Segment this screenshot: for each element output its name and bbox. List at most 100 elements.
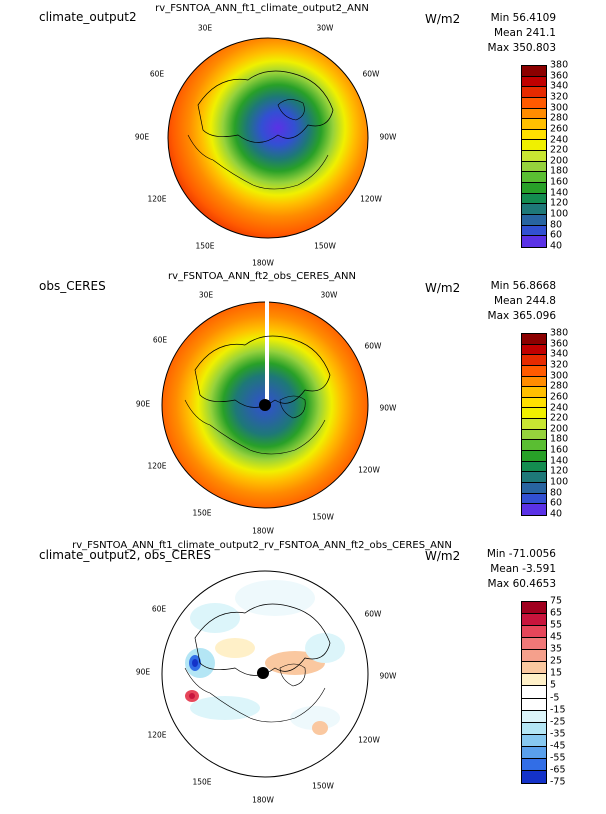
colorbar-segment xyxy=(522,770,546,783)
polar-map-2 xyxy=(161,300,369,509)
colorbar-segment xyxy=(522,397,546,409)
colorbar-label: 75 xyxy=(550,595,563,607)
colorbar-segment xyxy=(522,76,546,88)
lon-label-90W: 90W xyxy=(379,671,397,681)
lon-label-180W: 180W xyxy=(252,795,274,805)
lon-label-60W: 60W xyxy=(364,609,382,619)
colorbar-segment xyxy=(522,650,546,663)
polar-map-1 xyxy=(167,37,369,239)
panel-2-left-title: obs_CERES xyxy=(39,279,106,293)
colorbar-label: 200 xyxy=(550,423,569,435)
polar-map-3 xyxy=(161,570,369,778)
lon-label-60E: 60E xyxy=(151,604,167,614)
colorbar-segment xyxy=(522,504,546,515)
colorbar-segment xyxy=(522,225,546,237)
panel-2-min: Min 56.8668 xyxy=(490,280,556,292)
panel-3-center-title: rv_FSNTOA_ANN_ft1_climate_output2_rv_FSN… xyxy=(72,540,452,551)
panel-1-center-title: rv_FSNTOA_ANN_ft1_climate_output2_ANN xyxy=(155,3,369,14)
colorbar-label: 280 xyxy=(550,112,569,124)
colorbar-segment xyxy=(522,408,546,420)
lon-label-30E: 30E xyxy=(198,290,214,300)
lon-label-60E: 60E xyxy=(152,335,168,345)
colorbar-label: 65 xyxy=(550,607,563,619)
colorbar-segment xyxy=(522,66,546,77)
colorbar-label: 120 xyxy=(550,465,569,477)
panel-1-max: Max 350.803 xyxy=(487,42,556,54)
colorbar-label: 220 xyxy=(550,412,569,424)
lon-label-60W: 60W xyxy=(362,69,380,79)
colorbar-segment xyxy=(522,482,546,494)
colorbar-label: 140 xyxy=(550,187,569,199)
colorbar-label: 300 xyxy=(550,102,569,114)
colorbar-segment xyxy=(522,626,546,639)
colorbar-segment xyxy=(522,87,546,98)
colorbar-segment xyxy=(522,451,546,462)
panel-2-center-title: rv_FSNTOA_ANN_ft2_obs_CERES_ANN xyxy=(168,271,356,282)
colorbar-segment xyxy=(522,183,546,194)
lon-label-180W: 180W xyxy=(252,258,274,268)
colorbar-label: -5 xyxy=(550,692,560,704)
colorbar-segment xyxy=(522,461,546,473)
lon-label-90W: 90W xyxy=(379,132,397,142)
colorbar-label: 260 xyxy=(550,391,569,403)
panel-2-mean: Mean 244.8 xyxy=(493,295,556,307)
colorbar-label: 100 xyxy=(550,476,569,488)
colorbar-segment xyxy=(522,151,546,162)
lon-label-120E: 120E xyxy=(147,730,167,740)
colorbar-label: 340 xyxy=(550,348,569,360)
colorbar-segment xyxy=(522,376,546,388)
colorbar-1 xyxy=(521,65,547,248)
colorbar-label: 180 xyxy=(550,165,569,177)
colorbar-segment xyxy=(522,440,546,452)
colorbar-segment xyxy=(522,355,546,366)
colorbar-segment xyxy=(522,638,546,651)
colorbar-segment xyxy=(522,108,546,120)
colorbar-segment xyxy=(522,97,546,109)
colorbar-label: 40 xyxy=(550,240,563,252)
colorbar-label: 140 xyxy=(550,455,569,467)
colorbar-segment xyxy=(522,161,546,173)
colorbar-label: 380 xyxy=(550,59,569,71)
colorbar-segment xyxy=(522,674,546,687)
colorbar-segment xyxy=(522,140,546,152)
lon-label-30E: 30E xyxy=(197,23,213,33)
colorbar-label: 120 xyxy=(550,197,569,209)
colorbar-segment xyxy=(522,710,546,723)
colorbar-segment xyxy=(522,698,546,711)
colorbar-label: 25 xyxy=(550,655,563,667)
colorbar-label: 240 xyxy=(550,402,569,414)
colorbar-label: 45 xyxy=(550,631,563,643)
colorbar-label: 300 xyxy=(550,370,569,382)
colorbar-segment xyxy=(522,614,546,627)
colorbar-label: 280 xyxy=(550,380,569,392)
colorbar-label: 360 xyxy=(550,70,569,82)
colorbar-segment xyxy=(522,334,546,345)
lon-label-180W: 180W xyxy=(252,526,274,536)
lon-label-60W: 60W xyxy=(364,341,382,351)
colorbar-segment xyxy=(522,419,546,430)
lon-label-90E: 90E xyxy=(135,399,151,409)
panel-3-units: W/m2 xyxy=(425,549,461,563)
lon-label-60E: 60E xyxy=(149,69,165,79)
colorbar-label: 320 xyxy=(550,91,569,103)
colorbar-label: -55 xyxy=(550,752,566,764)
colorbar-segment xyxy=(522,758,546,771)
colorbar-label: 40 xyxy=(550,508,563,520)
colorbar-segment xyxy=(522,119,546,130)
colorbar-label: 60 xyxy=(550,497,563,509)
colorbar-segment xyxy=(522,236,546,247)
colorbar-label: 5 xyxy=(550,679,557,691)
lon-label-30W: 30W xyxy=(320,290,338,300)
lon-label-150W: 150W xyxy=(312,512,334,522)
colorbar-segment xyxy=(522,722,546,735)
colorbar-label: 80 xyxy=(550,487,563,499)
colorbar-segment xyxy=(522,734,546,747)
colorbar-label: -75 xyxy=(550,776,566,788)
panel-2-units: W/m2 xyxy=(425,281,461,295)
colorbar-segment xyxy=(522,662,546,675)
colorbar-segment xyxy=(522,172,546,184)
panel-3-min: Min -71.0056 xyxy=(486,548,556,560)
colorbar-label: 360 xyxy=(550,338,569,350)
colorbar-label: 380 xyxy=(550,327,569,339)
colorbar-label: 340 xyxy=(550,80,569,92)
